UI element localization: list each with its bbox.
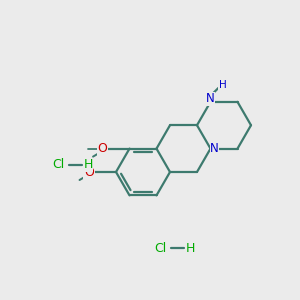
Text: O: O — [84, 166, 94, 178]
Text: N: N — [210, 142, 219, 155]
Text: H: H — [83, 158, 93, 172]
Text: O: O — [98, 142, 107, 155]
Text: Cl: Cl — [154, 242, 166, 254]
Text: N: N — [206, 92, 215, 105]
Text: H: H — [185, 242, 195, 254]
Text: Cl: Cl — [52, 158, 64, 172]
Text: H: H — [219, 80, 226, 90]
